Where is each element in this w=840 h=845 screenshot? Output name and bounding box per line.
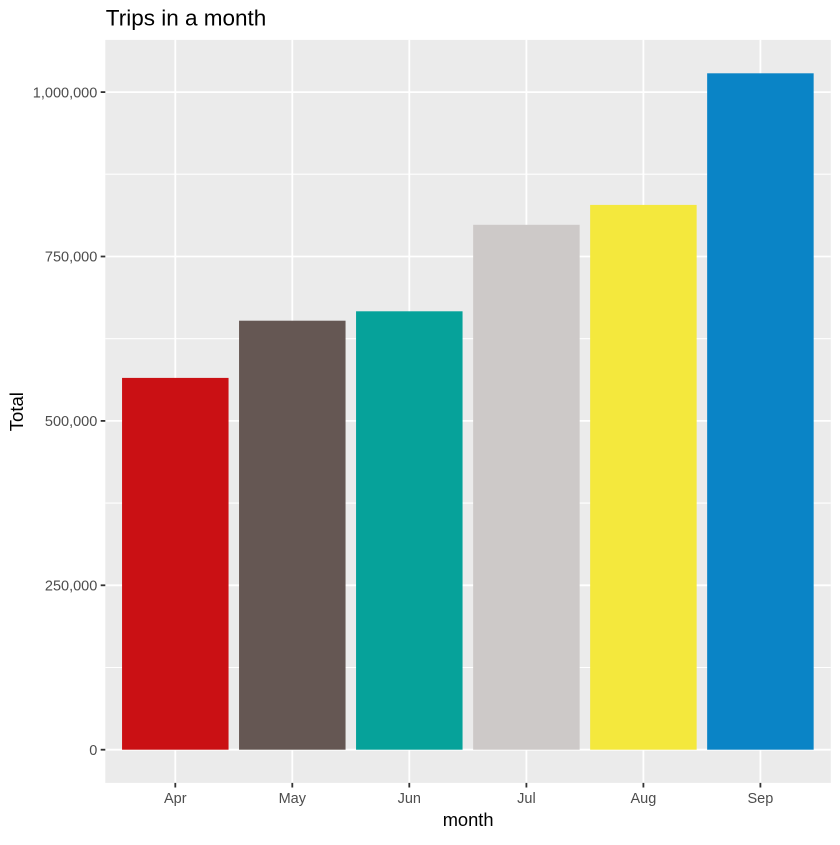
svg-text:500,000: 500,000: [45, 414, 97, 430]
svg-text:May: May: [279, 791, 307, 807]
svg-text:Jul: Jul: [517, 791, 536, 807]
svg-text:Apr: Apr: [164, 791, 187, 807]
svg-text:Trips in a month: Trips in a month: [106, 6, 266, 31]
svg-text:250,000: 250,000: [45, 579, 97, 595]
svg-text:Total: Total: [6, 392, 27, 431]
svg-text:1,000,000: 1,000,000: [33, 85, 98, 101]
svg-text:Aug: Aug: [630, 791, 656, 807]
svg-text:Sep: Sep: [747, 791, 773, 807]
svg-text:0: 0: [89, 743, 97, 759]
svg-text:Jun: Jun: [398, 791, 421, 807]
svg-text:750,000: 750,000: [45, 250, 97, 266]
svg-text:month: month: [443, 809, 494, 830]
